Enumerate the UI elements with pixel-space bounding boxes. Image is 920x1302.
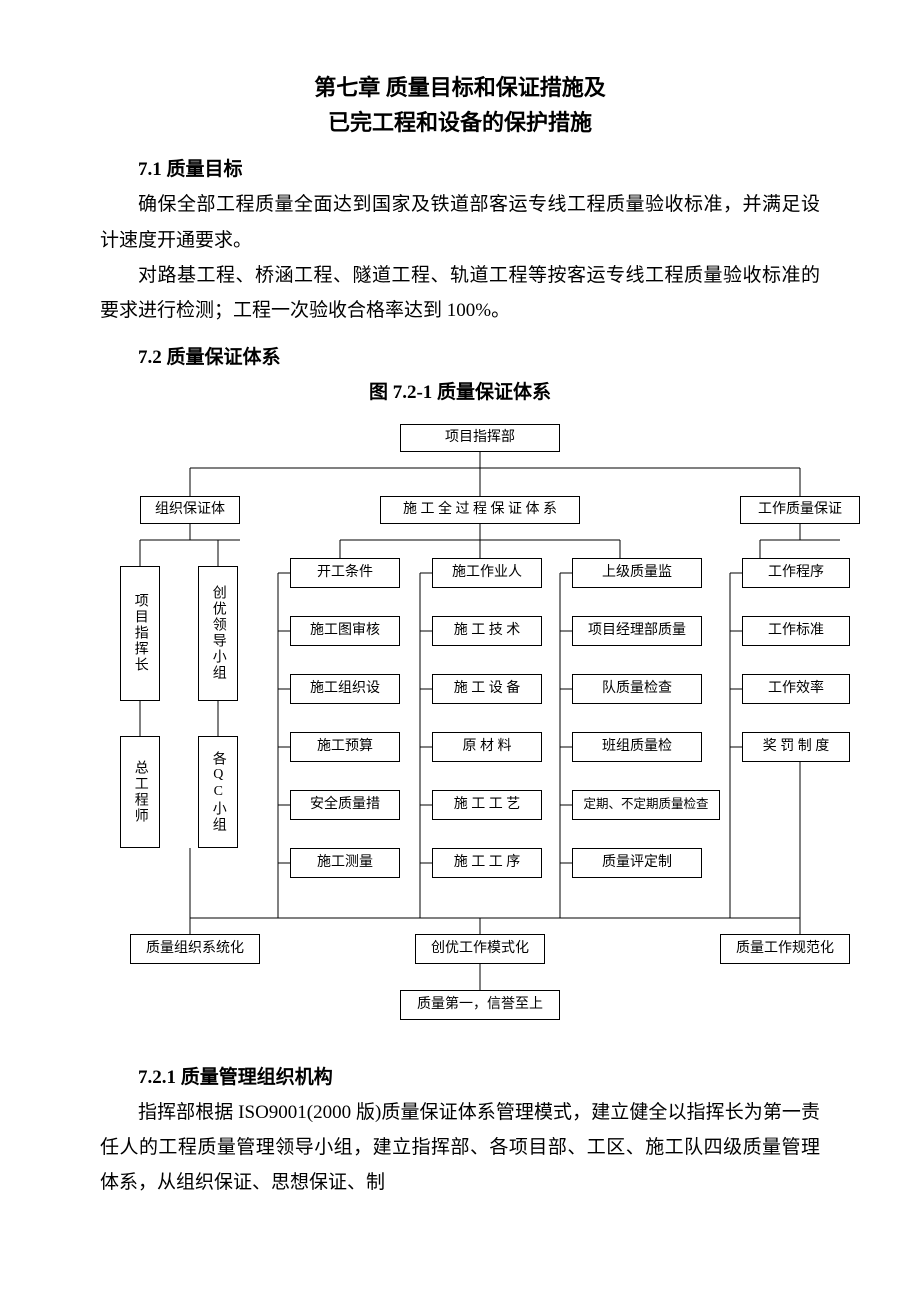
node-b4: 施 工 工 艺 — [432, 790, 542, 820]
node-c3: 班组质量检 — [572, 732, 702, 762]
node-bottom-final: 质量第一，信誉至上 — [400, 990, 560, 1020]
figure-caption: 图 7.2-1 质量保证体系 — [100, 377, 820, 404]
node-top: 项目指挥部 — [400, 424, 560, 452]
node-b2: 施 工 设 备 — [432, 674, 542, 704]
heading-7-1: 7.1 质量目标 — [100, 154, 820, 181]
node-org-c: 总工程师 — [120, 736, 160, 848]
node-a2: 施工组织设 — [290, 674, 400, 704]
node-org-d: 各QC小组 — [198, 736, 238, 848]
node-b0: 施工作业人 — [432, 558, 542, 588]
node-org-b: 创优领导小组 — [198, 566, 238, 701]
node-a3: 施工预算 — [290, 732, 400, 762]
node-a4: 安全质量措 — [290, 790, 400, 820]
node-b1: 施 工 技 术 — [432, 616, 542, 646]
node-d1: 工作标准 — [742, 616, 850, 646]
node-a0: 开工条件 — [290, 558, 400, 588]
heading-7-2-1: 7.2.1 质量管理组织机构 — [100, 1062, 820, 1089]
node-b5: 施 工 工 序 — [432, 848, 542, 878]
qa-system-diagram: 项目指挥部 组织保证体 施 工 全 过 程 保 证 体 系 工作质量保证 项目指… — [100, 418, 860, 1048]
doc-title-line2: 已完工程和设备的保护措施 — [100, 105, 820, 140]
node-row2-mid: 施 工 全 过 程 保 证 体 系 — [380, 496, 580, 524]
node-b3: 原 材 料 — [432, 732, 542, 762]
node-d3: 奖 罚 制 度 — [742, 732, 850, 762]
node-bottom-right: 质量工作规范化 — [720, 934, 850, 964]
node-c5: 质量评定制 — [572, 848, 702, 878]
node-a5: 施工测量 — [290, 848, 400, 878]
para-7-1-2: 对路基工程、桥涵工程、隧道工程、轨道工程等按客运专线工程质量验收标准的要求进行检… — [100, 258, 820, 328]
node-c1: 项目经理部质量 — [572, 616, 702, 646]
node-a1: 施工图审核 — [290, 616, 400, 646]
node-c0: 上级质量监 — [572, 558, 702, 588]
node-bottom-mid: 创优工作模式化 — [415, 934, 545, 964]
node-row2-right: 工作质量保证 — [740, 496, 860, 524]
heading-7-2: 7.2 质量保证体系 — [100, 342, 820, 369]
node-c4: 定期、不定期质量检查 — [572, 790, 720, 820]
para-7-2-1-1: 指挥部根据 ISO9001(2000 版)质量保证体系管理模式，建立健全以指挥长… — [100, 1095, 820, 1200]
node-bottom-left: 质量组织系统化 — [130, 934, 260, 964]
node-d0: 工作程序 — [742, 558, 850, 588]
node-c2: 队质量检查 — [572, 674, 702, 704]
node-org-a: 项目指挥长 — [120, 566, 160, 701]
node-d2: 工作效率 — [742, 674, 850, 704]
doc-title-line1: 第七章 质量目标和保证措施及 — [100, 70, 820, 105]
node-row2-left: 组织保证体 — [140, 496, 240, 524]
para-7-1-1: 确保全部工程质量全面达到国家及铁道部客运专线工程质量验收标准，并满足设计速度开通… — [100, 187, 820, 257]
